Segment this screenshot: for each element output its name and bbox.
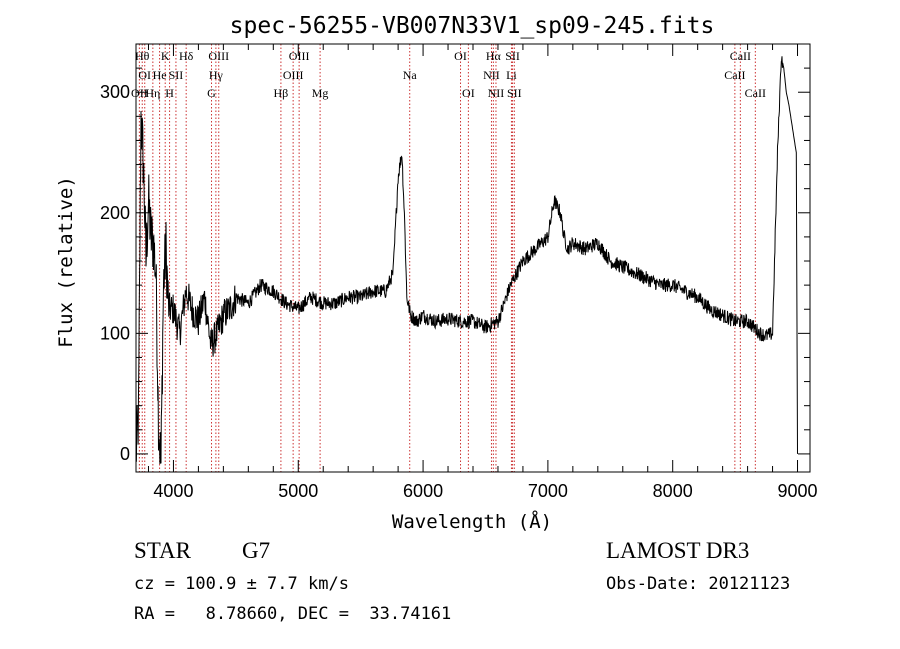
y-tick-label: 100 xyxy=(100,323,130,343)
line-annotations: OII Hθ OI Hη K He H SII Hδ OIII Hγ G OIII OIII Hβ Mg Na O… xyxy=(131,49,766,100)
annotation-label-12: OIII xyxy=(289,49,310,63)
annotation-label-26: CaII xyxy=(724,68,745,82)
annotation-label-21: NII xyxy=(488,86,505,100)
y-tick-label: 200 xyxy=(100,203,130,223)
annotation-label-19: Hα xyxy=(486,49,502,63)
annotation-label-9: OIII xyxy=(208,49,229,63)
axis-ticks xyxy=(136,43,810,472)
annotation-label-13: OIII xyxy=(283,68,304,82)
chart-title: spec-56255-VB007N33V1_sp09-245.fits xyxy=(230,13,715,39)
x-tick-label: 8000 xyxy=(653,481,693,501)
annotation-label-3: Hη xyxy=(145,86,160,100)
annotation-label-5: He xyxy=(153,68,167,82)
annotation-label-6: H xyxy=(165,86,174,100)
annotation-label-20: NII xyxy=(483,68,500,82)
annotation-label-2: OI xyxy=(138,68,151,82)
annotation-label-24: SII xyxy=(507,86,522,100)
annotation-lines xyxy=(138,44,756,472)
plot-frame xyxy=(135,43,811,473)
annotation-label-8: Hδ xyxy=(179,49,194,63)
annotation-label-1: Hθ xyxy=(135,49,150,63)
x-tick-label: 6000 xyxy=(403,481,443,501)
annotation-label-0: OII xyxy=(131,86,148,100)
object-subclass: G7 xyxy=(242,538,271,563)
annotation-label-4: K xyxy=(161,49,170,63)
y-axis-label: Flux (relative) xyxy=(55,176,77,348)
x-tick-label: 4000 xyxy=(153,481,193,501)
x-tick-label: 9000 xyxy=(777,481,817,501)
annotation-label-27: CaII xyxy=(745,86,766,100)
annotation-label-22: SII xyxy=(505,49,520,63)
redshift-readout: cz = 100.9 ± 7.7 km/s xyxy=(134,574,349,594)
annotation-label-15: Mg xyxy=(312,86,329,100)
annotation-label-16: Na xyxy=(403,68,418,82)
y-tick-label: 0 xyxy=(120,444,130,464)
annotation-label-10: Hγ xyxy=(209,68,224,82)
annotation-label-17: OI xyxy=(454,49,467,63)
survey-name: LAMOST DR3 xyxy=(606,538,750,563)
x-tick-label: 7000 xyxy=(528,481,568,501)
coordinates: RA = 8.78660, DEC = 33.74161 xyxy=(134,604,452,624)
x-tick-label: 5000 xyxy=(278,481,318,501)
obs-date: Obs-Date: 20121123 xyxy=(606,574,791,594)
annotation-label-18: OI xyxy=(462,86,475,100)
x-axis-label: Wavelength (Å) xyxy=(392,510,552,533)
annotation-label-7: SII xyxy=(169,68,184,82)
axis-tick-labels: 4000 5000 6000 7000 8000 9000 0 100 200 300 xyxy=(100,82,818,501)
object-class: STAR xyxy=(134,538,191,563)
annotation-label-11: G xyxy=(207,86,216,100)
annotation-label-25: CaII xyxy=(730,49,751,63)
y-tick-label: 300 xyxy=(100,82,130,102)
flux-series-line xyxy=(135,56,798,465)
annotation-label-23: Li xyxy=(506,68,517,82)
annotation-label-14: Hβ xyxy=(274,86,289,100)
